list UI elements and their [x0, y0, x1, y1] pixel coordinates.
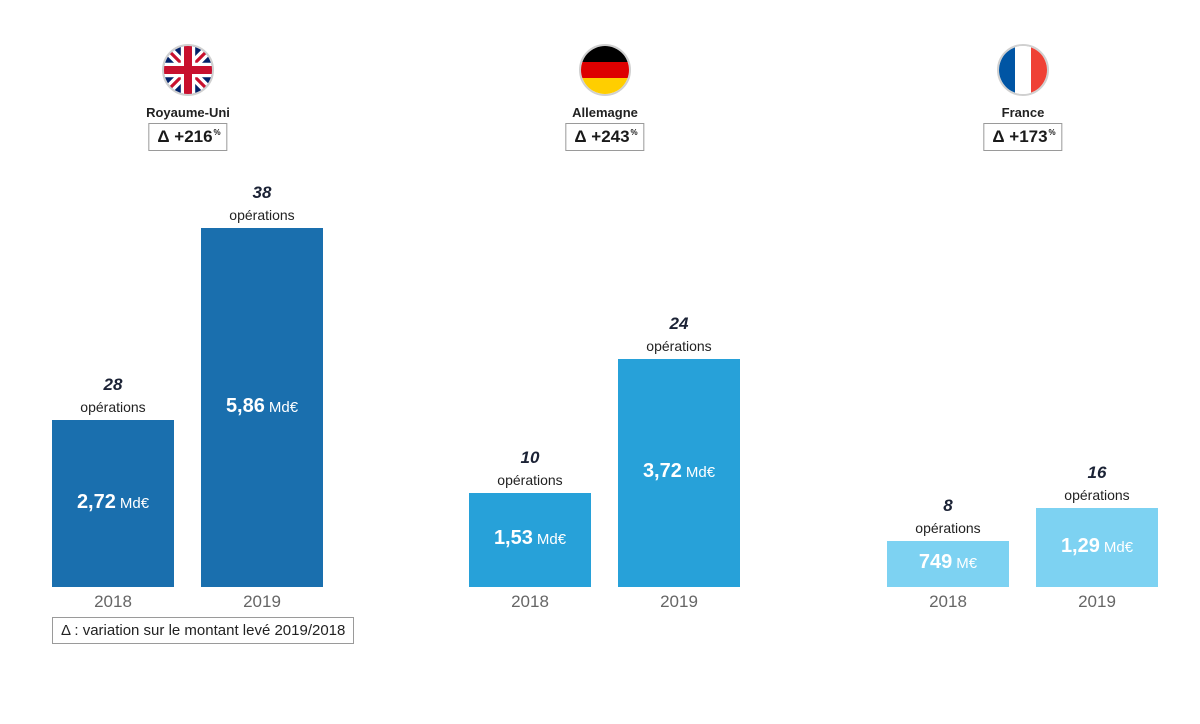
bar-france-2018: 749 M€: [887, 541, 1009, 587]
bar-france-2019: 1,29 Md€: [1036, 508, 1158, 587]
operations-count: 28: [103, 375, 123, 394]
delta-value: Δ +243: [574, 127, 630, 146]
amount-unit: Md€: [536, 531, 567, 548]
bar-amount-label: 749 M€: [887, 551, 1009, 574]
year-label: 2019: [1078, 592, 1116, 611]
delta-badge-allemagne: Δ +243%: [565, 123, 645, 151]
bar-allemagne-2019: 3,72 Md€: [618, 359, 740, 587]
year-label: 2018: [511, 592, 549, 611]
year-label: 2019: [243, 592, 281, 611]
amount-value: 3,72: [642, 460, 682, 482]
amount-value: 2,72: [76, 491, 116, 513]
country-name-royaume-uni: Royaume-Uni: [146, 105, 230, 120]
delta-value: Δ +173: [992, 127, 1048, 146]
operations-label: opérations: [1064, 487, 1130, 503]
amount-value: 1,53: [493, 527, 533, 549]
germany-flag-icon: [579, 44, 631, 96]
delta-unit: %: [1048, 128, 1056, 137]
bar-royaume-uni-2019: 5,86 Md€: [201, 228, 323, 587]
amount-value: 5,86: [225, 395, 265, 417]
amount-unit: Md€: [119, 495, 150, 512]
operations-count: 38: [252, 183, 272, 202]
bar-amount-label: 3,72 Md€: [618, 460, 740, 483]
amount-unit: Md€: [268, 399, 299, 416]
france-flag-icon: [997, 44, 1049, 96]
delta-unit: %: [630, 128, 638, 137]
country-name-france: France: [1001, 105, 1045, 120]
year-label: 2019: [660, 592, 698, 611]
amount-unit: M€: [956, 555, 978, 572]
country-name-allemagne: Allemagne: [572, 105, 638, 120]
bar-royaume-uni-2018: 2,72 Md€: [52, 420, 174, 587]
bar-amount-label: 5,86 Md€: [201, 395, 323, 418]
amount-unit: Md€: [1103, 539, 1134, 556]
delta-value: Δ +216: [157, 127, 213, 146]
bar-amount-label: 1,53 Md€: [469, 527, 591, 550]
amount-value: 1,29: [1060, 535, 1100, 557]
amount-value: 749: [918, 551, 953, 573]
year-label: 2018: [929, 592, 967, 611]
bar-amount-label: 1,29 Md€: [1036, 535, 1158, 558]
uk-flag-icon: [162, 44, 214, 96]
legend-note: Δ : variation sur le montant levé 2019/2…: [52, 617, 355, 644]
delta-badge-france: Δ +173%: [983, 123, 1063, 151]
delta-badge-royaume-uni: Δ +216%: [148, 123, 228, 151]
amount-unit: Md€: [685, 464, 716, 481]
year-label: 2018: [94, 592, 132, 611]
bar-amount-label: 2,72 Md€: [52, 491, 174, 514]
operations-label: opérations: [80, 399, 146, 415]
operations-label: opérations: [229, 207, 295, 223]
operations-label: opérations: [497, 472, 563, 488]
operations-count: 8: [943, 496, 953, 515]
delta-unit: %: [213, 128, 221, 137]
operations-count: 16: [1087, 463, 1107, 482]
operations-label: opérations: [915, 520, 981, 536]
operations-count: 10: [520, 448, 540, 467]
bar-allemagne-2018: 1,53 Md€: [469, 493, 591, 587]
operations-count: 24: [669, 314, 689, 333]
operations-label: opérations: [646, 338, 712, 354]
